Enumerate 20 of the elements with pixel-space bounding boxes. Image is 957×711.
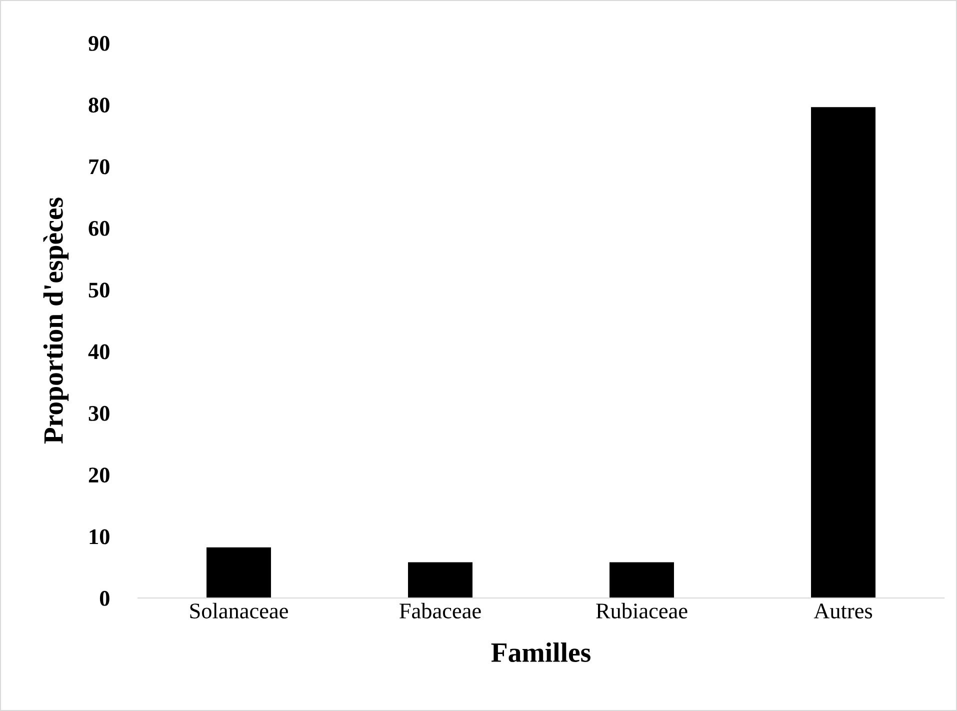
x-tick-label: Fabaceae [400, 602, 481, 618]
bar [610, 562, 674, 598]
bar [408, 562, 472, 598]
y-tick-label: 60 [88, 220, 110, 236]
y-tick-label: 70 [89, 159, 110, 174]
bar [811, 107, 876, 598]
y-tick-label: 0 [100, 590, 110, 606]
y-tick-label: 30 [88, 406, 110, 421]
y-tick-label: 10 [90, 529, 110, 544]
x-tick-label: Autres [814, 604, 872, 618]
y-tick-label: 20 [88, 468, 110, 483]
x-axis-title: Familles [491, 642, 590, 662]
y-tick-label: 50 [88, 282, 110, 298]
x-tick-label: Solanaceae [190, 602, 288, 618]
bar [206, 547, 271, 598]
y-tick-label: 40 [88, 344, 110, 360]
y-axis-title: Proportion d'espèces [43, 198, 69, 444]
y-tick-label: 90 [88, 36, 110, 51]
x-tick-label: Rubiaceae [596, 602, 688, 618]
y-tick-label: 80 [88, 98, 110, 113]
